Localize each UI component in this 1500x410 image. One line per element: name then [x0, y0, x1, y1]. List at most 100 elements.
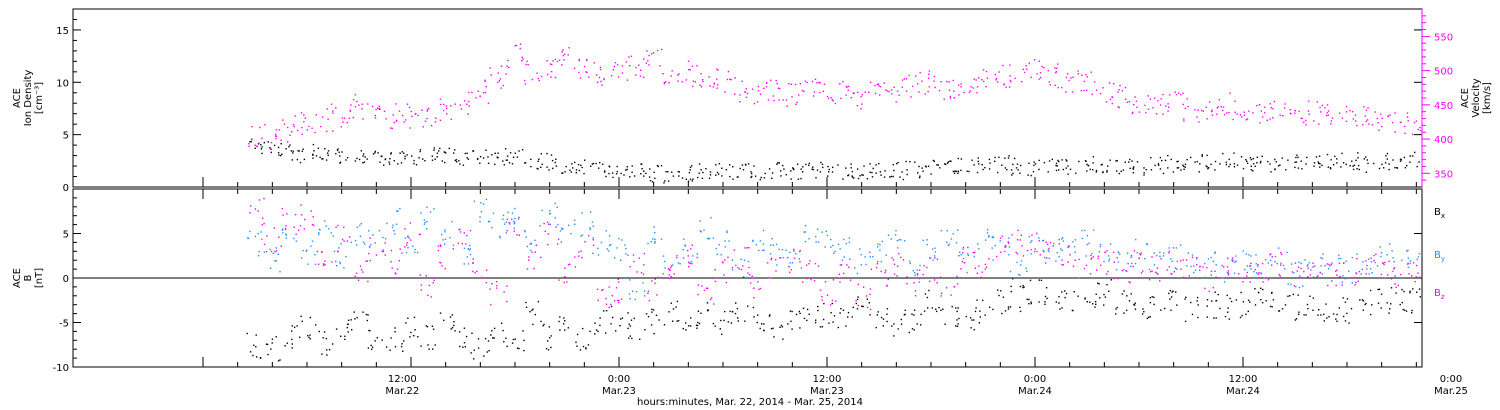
data-point	[759, 327, 761, 330]
data-point	[960, 86, 962, 88]
data-point	[790, 320, 792, 322]
data-point	[404, 157, 406, 160]
data-point	[1318, 155, 1321, 157]
data-point	[918, 91, 920, 93]
data-point	[1126, 295, 1128, 297]
data-point	[1142, 308, 1144, 310]
velocity-label-line: ACE	[1460, 88, 1471, 108]
data-point	[246, 332, 248, 335]
data-point	[1305, 124, 1307, 126]
data-point	[1030, 76, 1032, 78]
data-point	[407, 235, 409, 237]
data-point	[659, 65, 661, 67]
data-point	[956, 275, 958, 278]
data-point	[1239, 316, 1242, 319]
data-point	[1368, 123, 1370, 125]
data-point	[1077, 70, 1079, 72]
data-point	[1115, 269, 1118, 271]
data-point	[1048, 250, 1050, 253]
data-point	[1026, 68, 1028, 70]
data-point	[608, 244, 611, 247]
data-point	[417, 114, 419, 117]
data-point	[1234, 261, 1236, 264]
data-point	[1338, 112, 1341, 114]
data-point	[991, 247, 993, 249]
data-point	[391, 127, 393, 130]
data-point	[824, 246, 826, 248]
data-point	[751, 175, 753, 178]
data-point	[916, 273, 919, 275]
data-point	[1312, 266, 1314, 268]
data-point	[628, 293, 631, 295]
data-point	[812, 166, 814, 168]
data-point	[615, 173, 618, 175]
data-point	[1004, 157, 1006, 159]
data-point	[1376, 265, 1379, 267]
data-point	[1199, 269, 1201, 271]
data-point	[1395, 292, 1397, 294]
data-point	[847, 85, 850, 88]
b-series-by	[247, 198, 1421, 301]
data-point	[841, 264, 843, 266]
data-point	[574, 266, 576, 268]
data-point	[653, 333, 655, 335]
data-point	[1229, 92, 1231, 94]
data-point	[579, 349, 582, 351]
data-point	[391, 267, 393, 269]
data-point	[960, 169, 962, 172]
data-point	[928, 86, 931, 88]
data-point	[254, 208, 256, 210]
data-point	[1409, 292, 1411, 294]
data-point	[842, 272, 845, 274]
data-point	[291, 159, 293, 161]
data-point	[588, 76, 590, 78]
data-point	[1164, 159, 1167, 162]
data-point	[1386, 152, 1389, 155]
data-point	[763, 329, 765, 332]
data-point	[278, 129, 281, 131]
data-point	[998, 71, 1000, 73]
data-point	[1174, 267, 1177, 269]
data-point	[496, 156, 498, 158]
data-point	[1380, 307, 1382, 309]
data-point	[326, 130, 328, 133]
data-point	[672, 308, 675, 310]
data-point	[1042, 249, 1044, 252]
data-point	[296, 325, 298, 327]
data-point	[1043, 250, 1045, 253]
data-point	[1008, 242, 1010, 244]
data-point	[1182, 92, 1184, 94]
data-point	[1256, 162, 1258, 164]
data-point	[817, 241, 820, 243]
data-point	[409, 336, 411, 338]
data-point	[938, 89, 941, 92]
data-point	[814, 321, 817, 324]
data-point	[1214, 291, 1216, 293]
velocity-axis-label: ACE Velocity [km/s]	[1460, 78, 1493, 117]
data-point	[594, 333, 596, 335]
data-point	[697, 321, 699, 324]
data-point	[810, 278, 812, 281]
data-point	[306, 249, 308, 251]
data-point	[900, 323, 903, 325]
data-point	[257, 210, 259, 212]
data-point	[988, 258, 990, 260]
data-point	[515, 44, 518, 47]
data-point	[770, 257, 773, 259]
data-point	[861, 94, 863, 96]
data-point	[1404, 125, 1406, 128]
data-point	[1320, 265, 1322, 267]
data-point	[1159, 104, 1162, 106]
data-point	[535, 244, 538, 247]
data-point	[1162, 255, 1165, 257]
data-point	[1418, 276, 1421, 278]
data-point	[360, 269, 363, 271]
data-point	[263, 251, 266, 253]
data-point	[1008, 254, 1010, 256]
data-point	[618, 281, 620, 283]
data-point	[903, 78, 906, 80]
data-point	[484, 79, 486, 81]
data-point	[1180, 169, 1182, 171]
data-point	[1031, 234, 1033, 236]
data-point	[532, 323, 534, 326]
